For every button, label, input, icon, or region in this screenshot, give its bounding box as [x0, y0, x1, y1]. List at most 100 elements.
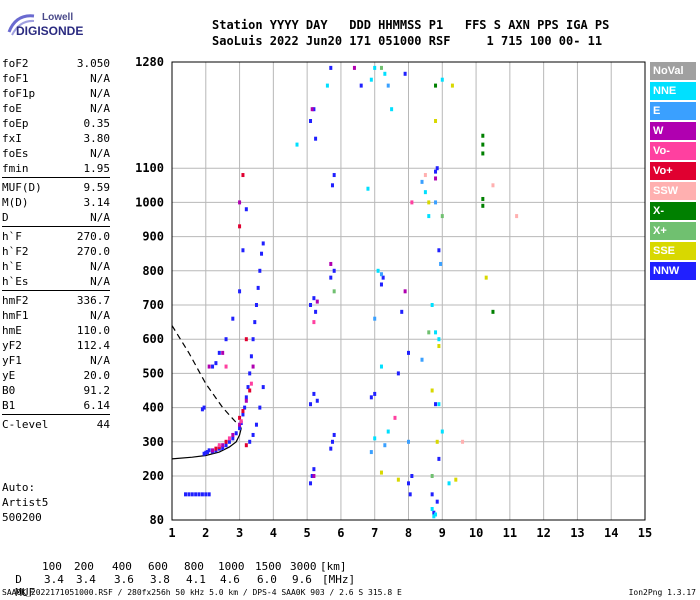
- x-tick-label: 7: [371, 526, 378, 540]
- logo-swoosh-icon: [7, 14, 35, 36]
- echo-point: [437, 402, 441, 407]
- echo-point: [224, 443, 228, 448]
- echo-point: [190, 492, 194, 497]
- param-row: yF2 112.4: [2, 338, 110, 353]
- echo-point: [251, 337, 255, 342]
- param-row: h`F 270.0: [2, 229, 110, 244]
- echo-point: [373, 316, 377, 321]
- auto-program: Artist5: [2, 496, 49, 509]
- echo-point: [403, 71, 407, 76]
- echo-point: [359, 83, 363, 88]
- echo-point: [432, 514, 436, 519]
- param-value: N/A: [90, 72, 110, 85]
- echo-point: [369, 395, 373, 400]
- param-row: foF1 N/A: [2, 71, 110, 86]
- echo-point: [202, 451, 206, 456]
- x-tick-label: 10: [469, 526, 483, 540]
- param-value: 6.14: [83, 399, 111, 412]
- y-tick-label: 900: [142, 230, 164, 244]
- y-tick-label: 1000: [135, 195, 164, 209]
- echo-point: [432, 510, 436, 515]
- echo-point: [366, 186, 370, 191]
- param-row: h`Es N/A: [2, 274, 110, 289]
- echo-point: [227, 439, 231, 444]
- x-tick-label: 13: [570, 526, 584, 540]
- echo-point: [430, 388, 434, 393]
- echo-point: [249, 354, 253, 359]
- plot-frame: [171, 61, 646, 521]
- echo-point: [440, 429, 444, 434]
- y-tick-label: 200: [142, 469, 164, 483]
- param-row: foE N/A: [2, 101, 110, 116]
- echo-point: [309, 303, 313, 307]
- profile-curve: [171, 325, 242, 429]
- echo-point: [217, 443, 221, 448]
- param-separator: [2, 290, 110, 291]
- echo-point: [352, 65, 356, 70]
- echo-point: [207, 448, 211, 453]
- distance-value: 400: [112, 560, 132, 573]
- echo-point: [243, 405, 247, 410]
- y-tick-label: 800: [142, 264, 164, 278]
- y-tick-label: 300: [142, 435, 164, 449]
- echo-point: [238, 422, 242, 427]
- echo-point: [383, 71, 387, 76]
- muf-value: 3.8: [150, 573, 170, 586]
- echo-point: [241, 248, 245, 253]
- echo-point: [224, 337, 228, 342]
- echo-point: [310, 474, 314, 478]
- echo-point: [214, 361, 218, 366]
- echo-point: [244, 337, 248, 342]
- param-name: yF2: [2, 339, 22, 352]
- y-tick-label: 1100: [135, 161, 164, 175]
- autoscaling-info: Auto: Artist5 500200: [2, 480, 48, 525]
- echo-point: [329, 446, 333, 451]
- param-row: hmF2 336.7: [2, 293, 110, 308]
- param-row: B0 91.2: [2, 383, 110, 398]
- echo-point: [254, 422, 258, 427]
- param-name: foF1: [2, 72, 29, 85]
- echo-point: [227, 436, 231, 441]
- echo-point: [396, 371, 400, 376]
- param-name: foE: [2, 102, 22, 115]
- header-line-1: Station YYYY DAY DDD HHMMSS P1 FFS S AXN…: [212, 18, 610, 32]
- echo-point: [246, 385, 250, 390]
- auto-label: Auto:: [2, 481, 36, 494]
- echo-point: [214, 446, 218, 451]
- logo-text-digisonde: DIGISONDE: [16, 24, 84, 38]
- echo-point: [224, 364, 228, 369]
- distance-value: 200: [74, 560, 94, 573]
- echo-point: [205, 450, 209, 455]
- echo-point: [437, 456, 441, 461]
- echo-point: [332, 289, 336, 294]
- echo-point: [332, 173, 336, 178]
- footer-info: SAA0K_2022171051000.RSF / 280fx256h 50 k…: [2, 588, 402, 597]
- param-row: MUF(D) 9.59: [2, 180, 110, 195]
- echo-point: [376, 268, 380, 273]
- echo-point: [379, 65, 383, 70]
- echo-point: [207, 492, 211, 497]
- distance-value: 600: [148, 560, 168, 573]
- param-value: 0.35: [83, 117, 111, 130]
- param-name: fxI: [2, 132, 22, 145]
- echo-point: [481, 203, 485, 208]
- param-value: 3.80: [83, 132, 111, 145]
- param-value: N/A: [90, 87, 110, 100]
- echo-point: [437, 337, 441, 342]
- echo-point: [430, 303, 434, 307]
- param-row: h`E N/A: [2, 259, 110, 274]
- echo-point: [434, 330, 438, 335]
- param-name: yF1: [2, 354, 22, 367]
- echo-point: [373, 391, 377, 396]
- param-value: 110.0: [76, 324, 110, 337]
- echo-point: [484, 275, 488, 280]
- y-tick-label: 600: [142, 332, 164, 346]
- param-value: 336.7: [76, 294, 110, 307]
- echo-point: [410, 474, 414, 478]
- echo-point: [200, 492, 204, 497]
- param-name: B0: [2, 384, 16, 397]
- muf-value: 3.4: [76, 573, 96, 586]
- legend-item: Vo+: [650, 162, 696, 180]
- echo-point: [423, 190, 427, 195]
- x-tick-label: 6: [337, 526, 344, 540]
